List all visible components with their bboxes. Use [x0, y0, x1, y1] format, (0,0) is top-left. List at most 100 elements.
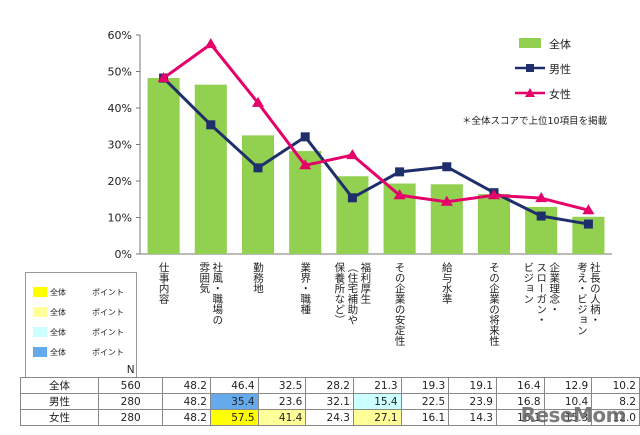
- y-tick-label: 30%: [108, 139, 132, 152]
- table-cell: 41.4: [257, 409, 307, 426]
- x-tick-label-line: 福利厚生: [359, 262, 372, 304]
- table-cell: 23.6: [257, 393, 307, 410]
- x-tick-label-line: 給与水準: [440, 262, 453, 304]
- point-male: [442, 162, 452, 172]
- table-cell: 23.9: [448, 393, 497, 410]
- x-tick-label-line: ビジョン: [522, 262, 535, 304]
- key-swatch: [33, 327, 47, 337]
- table-cell: 32.5: [257, 377, 307, 394]
- point-male: [253, 163, 263, 173]
- table-cell: 48.2: [162, 409, 211, 426]
- table-cell: 21.3: [352, 377, 402, 394]
- x-tick-label-line: 雰囲気: [198, 262, 211, 294]
- key-row: 全体 ポイント: [26, 325, 136, 339]
- point-female: [204, 38, 217, 49]
- row-label: 女性: [19, 409, 100, 426]
- key-label: 全体: [50, 308, 66, 317]
- point-male: [300, 132, 310, 142]
- table-cell: 22.5: [400, 393, 450, 410]
- table-cell: 10.2: [591, 377, 640, 394]
- table-cell: 19.3: [400, 377, 450, 394]
- table-cell: 19.1: [448, 377, 497, 394]
- key-swatch: [33, 307, 47, 317]
- x-tick-label-line: 保養所など）: [333, 262, 346, 325]
- row-n: 560: [98, 377, 164, 394]
- table-row: 男性 280 48.2 35.4 23.6 32.1 15.4 22.5 23.9 16.8 10.…: [19, 393, 640, 410]
- key-label-2: ポイント: [92, 348, 124, 357]
- point-female: [346, 149, 359, 160]
- point-male: [347, 193, 357, 203]
- y-tick-label: 50%: [108, 66, 132, 79]
- key-row: 全体 ポイント: [26, 285, 136, 299]
- x-tick-label-line: スローガン・: [535, 262, 548, 325]
- x-tick-label-line: 考え・ビジョン: [575, 262, 588, 336]
- n-header: N: [126, 363, 135, 376]
- x-tick-label-line: その企業の安定性: [393, 262, 406, 346]
- bar-all: [336, 176, 369, 254]
- y-tick-label: 40%: [108, 102, 132, 115]
- key-label-2: ポイント: [92, 308, 124, 317]
- table-cell: 12.9: [543, 377, 593, 394]
- bar-all: [430, 184, 463, 254]
- point-female: [299, 159, 312, 170]
- bar-all: [241, 135, 275, 254]
- y-tick-label: 10%: [108, 212, 132, 225]
- x-tick-label-line: 勤務地: [252, 262, 264, 294]
- table-cell: 48.2: [162, 393, 211, 410]
- table-cell: 46.4: [209, 377, 259, 394]
- x-tick-label-line: 社長の人柄・: [588, 262, 601, 325]
- table-cell: 15.4: [352, 393, 402, 410]
- table-cell: 16.4: [495, 377, 545, 394]
- table-header-row: N: [21, 362, 640, 378]
- legend-label-all: 全体: [549, 38, 571, 51]
- table-cell: 27.1: [352, 409, 402, 426]
- chart-note: ＊全体スコアで上位10項目を掲載: [462, 116, 608, 127]
- key-swatch: [33, 287, 47, 297]
- line-male: [162, 77, 589, 226]
- legend-label-male: 男性: [549, 63, 571, 76]
- row-n: 280: [98, 409, 164, 426]
- key-row: 全体 ポイント: [26, 305, 136, 319]
- table-cell: 35.4: [209, 393, 259, 410]
- bar-all: [147, 78, 180, 254]
- key-label-2: ポイント: [92, 328, 124, 337]
- table-cell: 57.5: [209, 409, 259, 426]
- table-row: 全体 560 48.2 46.4 32.5 28.2 21.3 19.3 19.1 16.4 12.…: [19, 377, 640, 394]
- key-label: 全体: [50, 328, 66, 337]
- highlight-key: 全体 ポイント 全体 ポイント 全体 ポイント 全体 ポイント: [25, 272, 137, 378]
- point-female: [157, 72, 170, 83]
- table-cell: 48.2: [162, 377, 211, 394]
- point-female: [252, 96, 264, 107]
- table-cell: 16.1: [400, 409, 450, 426]
- x-tick-label-line: その企業の将来性: [488, 262, 500, 346]
- row-label: 男性: [19, 393, 100, 410]
- legend-label-female: 女性: [549, 88, 571, 101]
- bar-all: [194, 84, 227, 254]
- key-swatch: [33, 347, 47, 357]
- table-cell: 24.3: [305, 409, 354, 426]
- legend: 全体 男性 女性: [515, 36, 611, 106]
- point-female: [535, 192, 548, 203]
- row-n: 280: [98, 393, 164, 410]
- line-female: [162, 42, 589, 212]
- table-cell: 32.1: [305, 393, 354, 410]
- table-cell: 12.0: [591, 409, 640, 426]
- point-male: [536, 211, 546, 221]
- data-table: N 全体 560 48.2 46.4 32.5 28.2 21.3 19.3 19.1 16.4 12…: [19, 362, 640, 426]
- point-female: [393, 189, 406, 200]
- point-female: [440, 195, 453, 206]
- table-cell: 28.2: [305, 377, 354, 394]
- y-tick-label: 0%: [115, 248, 132, 261]
- point-male: [395, 167, 405, 177]
- point-female: [582, 204, 595, 215]
- key-label: 全体: [50, 288, 66, 297]
- table-row: 女性 280 48.2 57.5 41.4 24.3 27.1 16.1 14.3 16.1 15.…: [19, 409, 640, 426]
- bar-all: [477, 194, 511, 254]
- table-corner: [21, 362, 99, 378]
- x-tick-label-line: 企業理念・: [548, 262, 561, 315]
- point-female: [488, 189, 500, 200]
- watermark-logo: ReseMom: [520, 403, 627, 427]
- key-label: 全体: [50, 348, 66, 357]
- table-cell: 14.3: [448, 409, 497, 426]
